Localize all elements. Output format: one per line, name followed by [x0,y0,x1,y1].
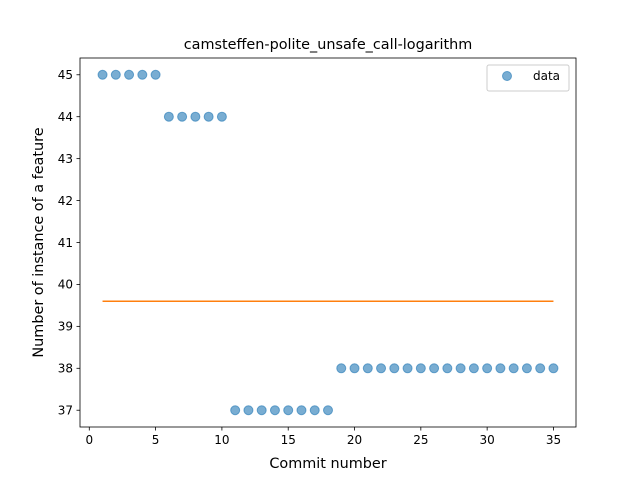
data-point [190,111,201,122]
legend: data [486,64,570,92]
y-tick-label: 39 [58,320,73,334]
data-point [97,69,108,80]
data-point [243,405,254,416]
data-point [323,405,333,416]
x-tick-label: 0 [85,433,93,447]
x-tick-label: 5 [152,433,160,447]
data-point [309,405,320,416]
data-point [349,363,360,374]
data-point [389,363,400,374]
data-point [468,363,479,374]
data-point [163,111,174,122]
data-point [203,111,214,122]
x-tick-label: 15 [281,433,296,447]
y-tick-label: 44 [58,110,73,124]
x-axis-label: Commit number [269,456,386,472]
data-point [110,69,121,80]
data-point [336,363,347,374]
y-tick-label: 42 [58,194,73,208]
data-point [137,69,148,80]
data-point [429,363,440,374]
data-point [455,363,466,374]
y-tick-label: 37 [58,404,73,418]
data-point [482,363,493,374]
x-tick-label: 25 [413,433,428,447]
x-tick-label: 35 [546,433,561,447]
chart-title: camsteffen-polite_unsafe_call-logarithm [184,37,473,53]
data-point [150,69,161,80]
data-point [376,363,387,374]
x-tick-label: 10 [214,433,229,447]
data-point [230,405,241,416]
data-point [548,363,559,374]
legend-marker-icon [502,71,512,81]
data-point [415,363,426,374]
data-point [535,363,546,374]
x-tick-label: 30 [480,433,495,447]
y-tick-label: 40 [58,278,73,292]
x-tick-label: 20 [347,433,362,447]
legend-label: data [533,69,560,83]
data-point [216,111,227,122]
data-point [362,363,373,374]
y-tick-label: 45 [58,68,73,82]
y-tick-label: 43 [58,152,73,166]
plot-area [80,58,576,427]
data-point [283,405,294,416]
data-point [495,363,506,374]
data-point [508,363,519,374]
y-tick-label: 41 [58,236,73,250]
data-point [521,363,532,374]
data-point [256,405,267,416]
data-point [296,405,307,416]
data-point [442,363,453,374]
y-tick-label: 38 [58,362,73,376]
data-point [177,111,188,122]
data-point [124,69,135,80]
data-point [402,363,413,374]
plot-frame [79,57,577,428]
y-axis-label: Number of instance of a feature [31,127,47,357]
data-point [269,405,280,416]
